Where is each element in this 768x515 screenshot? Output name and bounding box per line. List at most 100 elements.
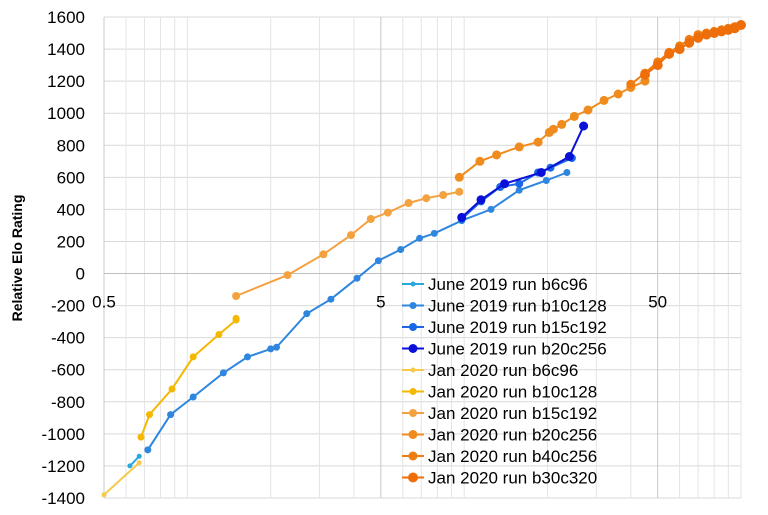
data-point — [397, 246, 405, 253]
series-group — [457, 121, 589, 222]
data-point — [353, 274, 361, 282]
legend-item: June 2019 run b20c256 — [402, 340, 607, 359]
y-tick-label: -200 — [51, 297, 85, 316]
legend-swatch-marker — [408, 430, 418, 439]
x-tick-label: 5 — [376, 293, 385, 312]
data-point — [283, 271, 292, 280]
data-point — [374, 257, 382, 265]
data-point — [168, 385, 176, 393]
data-point — [492, 150, 502, 160]
data-point — [533, 137, 543, 147]
legend-item: Jan 2020 run b40c256 — [402, 447, 597, 466]
data-point — [500, 179, 510, 189]
legend-label: June 2019 run b20c256 — [428, 340, 607, 359]
legend-swatch-marker — [409, 323, 417, 331]
data-point — [457, 212, 467, 222]
data-point — [476, 195, 486, 205]
y-tick-label: 1000 — [47, 104, 85, 123]
data-point — [640, 69, 650, 80]
data-point — [536, 168, 546, 177]
legend-swatch-marker — [410, 281, 416, 287]
data-point — [548, 124, 558, 134]
data-point — [273, 343, 280, 351]
y-tick-label: 600 — [57, 168, 85, 187]
data-point — [515, 179, 524, 188]
y-tick-label: -800 — [51, 393, 85, 412]
data-point — [232, 314, 240, 322]
legend-item: Jan 2020 run b10c128 — [402, 383, 597, 402]
data-point — [136, 460, 142, 466]
data-point — [137, 433, 145, 441]
data-point — [167, 411, 175, 419]
data-point — [626, 79, 636, 89]
y-tick-label: 200 — [57, 232, 85, 251]
data-point — [693, 32, 704, 43]
data-point — [189, 353, 197, 361]
y-tick-label: -600 — [51, 361, 85, 380]
data-point — [430, 229, 438, 237]
legend-item: Jan 2020 run b20c256 — [402, 426, 597, 445]
data-point — [267, 345, 275, 353]
grid — [103, 16, 742, 499]
series-group — [232, 187, 464, 300]
series-group — [137, 314, 240, 441]
legend-label: Jan 2020 run b10c128 — [428, 383, 597, 402]
legend-swatch-marker — [410, 367, 416, 373]
legend-swatch-marker — [409, 388, 417, 395]
legend-swatch-marker — [409, 302, 417, 309]
y-axis-label: Relative Elo Rating — [9, 195, 25, 322]
series-group — [127, 453, 142, 469]
data-point — [569, 111, 579, 121]
legend-swatch-marker — [409, 409, 417, 417]
y-tick-label: -400 — [51, 329, 85, 348]
data-point — [475, 156, 485, 166]
legend: June 2019 run b6c96 June 2019 run b10c128… — [402, 275, 607, 488]
series-group — [640, 20, 746, 80]
data-point — [664, 48, 675, 59]
data-point — [244, 353, 251, 361]
y-tick-label: 1200 — [47, 72, 85, 91]
axes: -1400 -1200 -1000 -800 -600 -400 -200 0 200 400 60… — [42, 8, 741, 508]
legend-label: Jan 2020 run b6c96 — [428, 361, 578, 380]
data-point — [542, 177, 550, 184]
legend-item: Jan 2020 run b30c320 — [402, 469, 597, 488]
y-tick-label: 400 — [57, 200, 85, 219]
x-tick-label: 0.5 — [92, 293, 116, 312]
series-line — [235, 190, 460, 297]
data-point — [136, 453, 142, 459]
data-point — [674, 44, 685, 55]
data-point — [515, 186, 523, 194]
y-tick-label: 1600 — [47, 8, 85, 27]
data-point — [701, 29, 712, 40]
data-point — [439, 191, 448, 199]
data-point — [583, 105, 593, 115]
data-point — [144, 446, 152, 454]
data-point — [219, 369, 227, 377]
data-point — [215, 331, 223, 338]
y-tick-label: -1000 — [42, 425, 85, 444]
data-point — [101, 492, 107, 498]
data-point — [327, 295, 335, 303]
series-group — [101, 460, 142, 498]
series-layer — [101, 20, 746, 498]
legend-label: June 2019 run b15c192 — [428, 318, 607, 337]
data-point — [564, 152, 574, 161]
legend-label: June 2019 run b10c128 — [428, 297, 607, 316]
data-point — [736, 20, 746, 30]
data-point — [303, 310, 311, 318]
data-point — [613, 89, 623, 99]
legend-swatch-marker — [408, 451, 418, 461]
legend-label: Jan 2020 run b15c192 — [428, 404, 597, 423]
data-point — [684, 37, 695, 48]
legend-label: June 2019 run b6c96 — [428, 275, 588, 294]
data-point — [557, 119, 567, 129]
data-point — [579, 121, 589, 131]
y-tick-label: 800 — [57, 136, 85, 155]
y-tick-label: -1200 — [42, 457, 85, 476]
x-tick-label: 50 — [648, 293, 667, 312]
legend-item: June 2019 run b15c192 — [402, 318, 607, 337]
data-point — [416, 234, 424, 242]
legend-item: June 2019 run b6c96 — [402, 275, 588, 294]
legend-item: Jan 2020 run b6c96 — [402, 361, 578, 380]
